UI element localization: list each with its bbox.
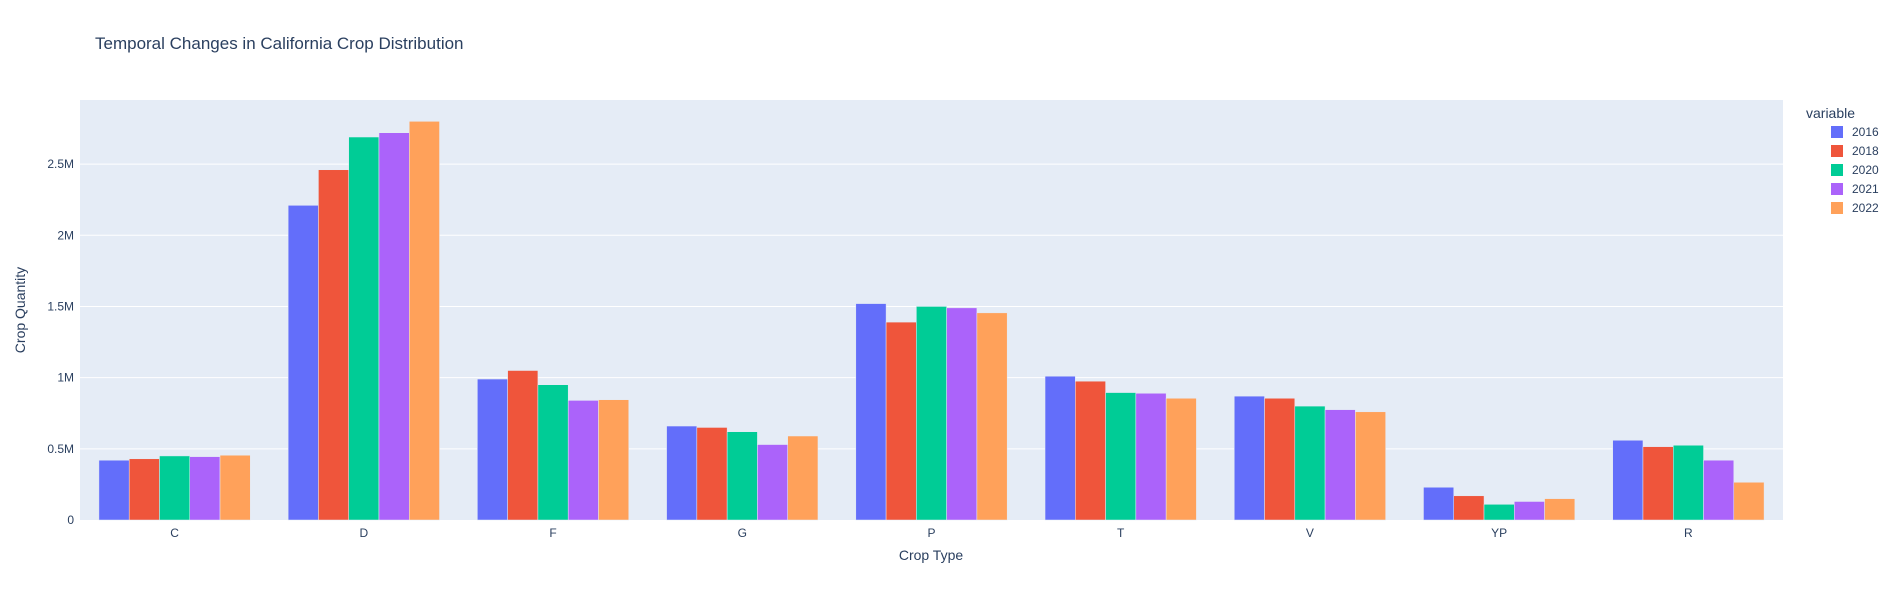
bar-G-2021	[757, 444, 788, 521]
bar-YP-2018	[1453, 495, 1485, 521]
bar-D-2022	[408, 121, 440, 521]
x-tick-label: F	[549, 526, 556, 540]
bar-F-2020	[537, 384, 569, 521]
bar-D-2018	[318, 169, 349, 521]
bar-G-2020	[726, 431, 758, 521]
x-tick-label: T	[1117, 526, 1125, 540]
y-axis-title: Crop Quantity	[12, 267, 28, 353]
legend-swatch[interactable]	[1831, 183, 1843, 195]
bar-R-2016	[1612, 440, 1644, 521]
legend-swatch[interactable]	[1831, 126, 1843, 138]
bar-C-2021	[189, 456, 221, 521]
legend-item-label[interactable]: 2020	[1852, 163, 1879, 177]
bar-F-2021	[567, 400, 599, 521]
x-tick-label: V	[1306, 526, 1314, 540]
bar-V-2018	[1264, 398, 1296, 521]
y-tick-label: 0.5M	[47, 442, 74, 456]
bar-T-2020	[1105, 392, 1137, 521]
bar-YP-2021	[1514, 501, 1545, 521]
bar-V-2021	[1324, 409, 1356, 521]
x-tick-label: C	[170, 526, 179, 540]
bar-C-2018	[128, 458, 160, 521]
bar-P-2022	[976, 312, 1008, 521]
bar-T-2022	[1165, 398, 1197, 521]
y-tick-label: 1M	[57, 371, 74, 385]
bar-T-2018	[1075, 380, 1106, 521]
bar-F-2016	[477, 378, 508, 521]
y-tick-label: 0	[67, 513, 74, 527]
y-tick-label: 1.5M	[47, 299, 74, 313]
bar-V-2020	[1294, 405, 1326, 521]
bars	[98, 121, 1765, 521]
legend-item-label[interactable]: 2018	[1852, 144, 1879, 158]
legend-item-label[interactable]: 2016	[1852, 125, 1879, 139]
bar-D-2016	[287, 205, 319, 521]
y-tick-label: 2.5M	[47, 157, 74, 171]
bar-P-2021	[946, 307, 978, 521]
y-tick-label: 2M	[57, 228, 74, 242]
bar-P-2016	[855, 303, 887, 521]
bar-F-2018	[507, 370, 539, 521]
bar-P-2020	[916, 306, 947, 521]
y-tick-labels: 0 0.5M 1M 1.5M 2M 2.5M	[47, 157, 74, 527]
bar-C-2016	[98, 459, 130, 521]
bar-D-2020	[348, 136, 380, 521]
bar-R-2018	[1642, 446, 1674, 521]
bar-V-2016	[1234, 395, 1265, 521]
bar-G-2016	[666, 425, 698, 521]
bar-C-2022	[219, 454, 251, 521]
bar-R-2022	[1733, 482, 1765, 521]
legend: variable 2016 2018 2020 2021 2022	[1806, 105, 1879, 215]
legend-item-label[interactable]: 2021	[1852, 182, 1879, 196]
bar-P-2018	[885, 321, 917, 521]
bar-D-2021	[378, 132, 410, 521]
legend-swatch[interactable]	[1831, 202, 1843, 214]
legend-title: variable	[1806, 105, 1855, 121]
bar-V-2022	[1355, 411, 1386, 521]
legend-swatch[interactable]	[1831, 164, 1843, 176]
bar-T-2016	[1044, 375, 1076, 521]
legend-swatch[interactable]	[1831, 145, 1843, 157]
x-tick-label: R	[1684, 526, 1693, 540]
bar-F-2022	[598, 399, 629, 521]
bar-C-2020	[159, 455, 190, 521]
bar-T-2021	[1135, 393, 1167, 521]
bar-R-2021	[1703, 459, 1735, 521]
x-tick-label: YP	[1491, 526, 1507, 540]
x-tick-labels: C D F G P T V YP R	[170, 526, 1693, 540]
x-axis-title: Crop Type	[899, 547, 964, 563]
legend-item-label[interactable]: 2022	[1852, 201, 1879, 215]
bar-R-2020	[1673, 445, 1704, 521]
bar-YP-2022	[1544, 498, 1576, 521]
bar-YP-2016	[1423, 487, 1455, 521]
x-tick-label: P	[927, 526, 935, 540]
bar-YP-2020	[1483, 504, 1515, 521]
x-tick-label: D	[359, 526, 368, 540]
chart-title: Temporal Changes in California Crop Dist…	[95, 34, 464, 53]
bar-G-2022	[787, 435, 819, 521]
bar-G-2018	[696, 427, 728, 521]
x-tick-label: G	[738, 526, 747, 540]
